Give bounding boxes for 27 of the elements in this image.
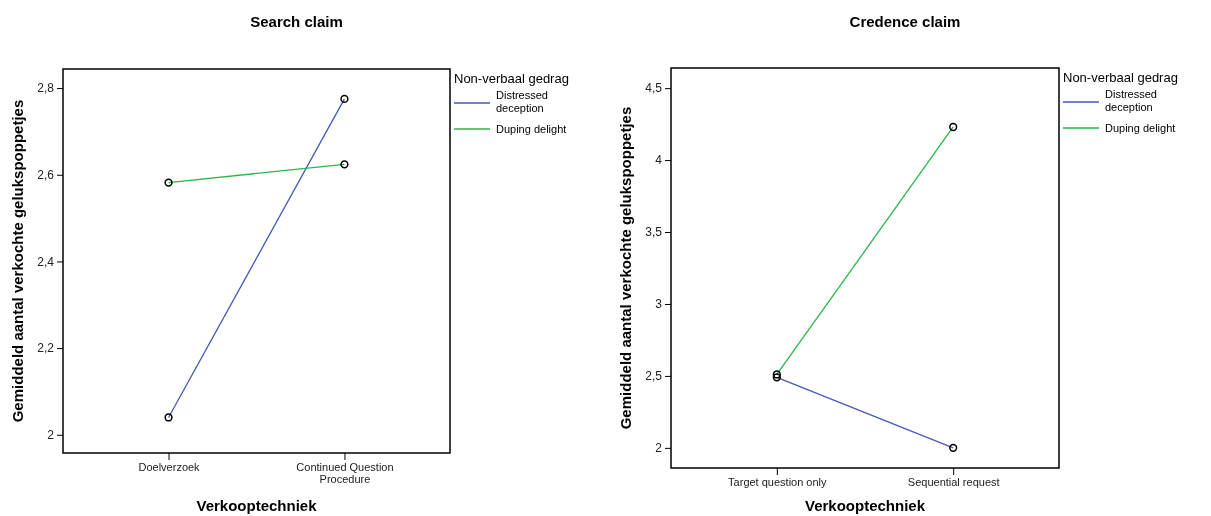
x-tick-label: Target question only	[728, 475, 828, 488]
y-axis-title: Gemiddeld aantal verkochte gelukspoppetjes	[9, 99, 26, 423]
legend-label: Distressed deception	[496, 89, 548, 114]
y-tick-label: 4	[655, 153, 663, 168]
y-tick-label: 2,8	[37, 81, 55, 96]
x-tick-label: Sequential request	[907, 475, 1000, 488]
y-tick-label: 3,5	[645, 225, 663, 240]
y-tick-label: 2	[47, 428, 55, 443]
y-tick-label: 4,5	[645, 81, 663, 96]
y-tick-label: 2	[655, 441, 663, 456]
legend-label: Duping delight	[1105, 122, 1176, 134]
x-tick-label: Doelverzoek	[138, 460, 201, 473]
legend-title: Non-verbaal gedrag	[1063, 70, 1178, 85]
legend-title: Non-verbaal gedrag	[454, 71, 569, 86]
legend-label: Distressed deception	[1105, 88, 1157, 113]
x-axis-title: Verkooptechniek	[196, 497, 318, 514]
y-tick-label: 2,2	[37, 341, 55, 356]
x-tick-label: Continued Question Procedure	[296, 460, 394, 486]
y-tick-label: 2,6	[37, 168, 55, 183]
y-tick-label: 2,4	[37, 254, 55, 269]
y-axis-title: Gemiddeld aantal verkochte gelukspoppetjes	[617, 106, 634, 430]
chart-title: Search claim	[250, 13, 343, 30]
legend-label: Duping delight	[496, 123, 567, 135]
y-tick-label: 2,5	[645, 369, 663, 384]
x-axis-title: Verkooptechniek	[804, 497, 926, 514]
chart-title: Credence claim	[849, 13, 961, 30]
y-tick-label: 3	[655, 297, 663, 312]
